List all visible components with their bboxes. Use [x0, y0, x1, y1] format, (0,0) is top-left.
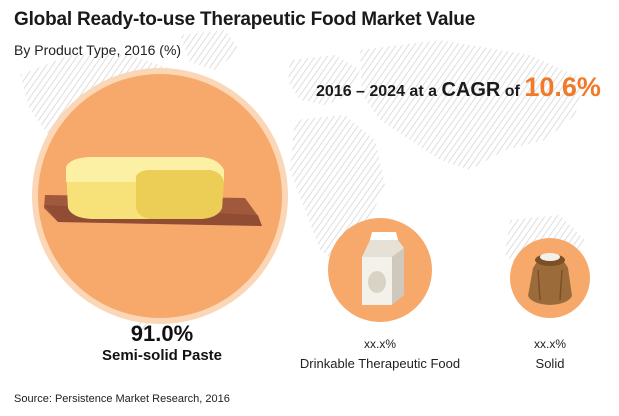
map-greenland [180, 30, 240, 70]
value-label-semi-solid-paste: 91.0% [130, 321, 194, 346]
source-note: Source: Persistence Market Research, 201… [14, 393, 230, 405]
map-europe [288, 55, 360, 105]
category-label-solid: Solid [535, 356, 565, 371]
chart-title: Global Ready-to-use Therapeutic Food Mar… [14, 9, 476, 30]
chart-subtitle: By Product Type, 2016 (%) [14, 42, 182, 58]
category-label-semi-solid-paste: Semi-solid Paste [101, 347, 223, 364]
cagr-of: of [500, 83, 525, 100]
grain-sack-icon [528, 253, 572, 305]
category-label-drinkable-therapeutic-food: Drinkable Therapeutic Food [299, 356, 461, 371]
milk-carton-icon [362, 232, 404, 305]
value-label-solid: xx.x% [533, 337, 566, 351]
cagr-callout: 2016 – 2024 at a CAGR of 10.6% [316, 72, 601, 103]
value-label-drinkable-therapeutic-food: xx.x% [363, 337, 396, 351]
cagr-word: CAGR [441, 79, 501, 101]
butter-block-icon [44, 157, 262, 226]
cagr-value: 10.6% [524, 72, 601, 102]
cagr-period: 2016 – 2024 at a [316, 83, 442, 100]
map-asia [360, 40, 585, 170]
